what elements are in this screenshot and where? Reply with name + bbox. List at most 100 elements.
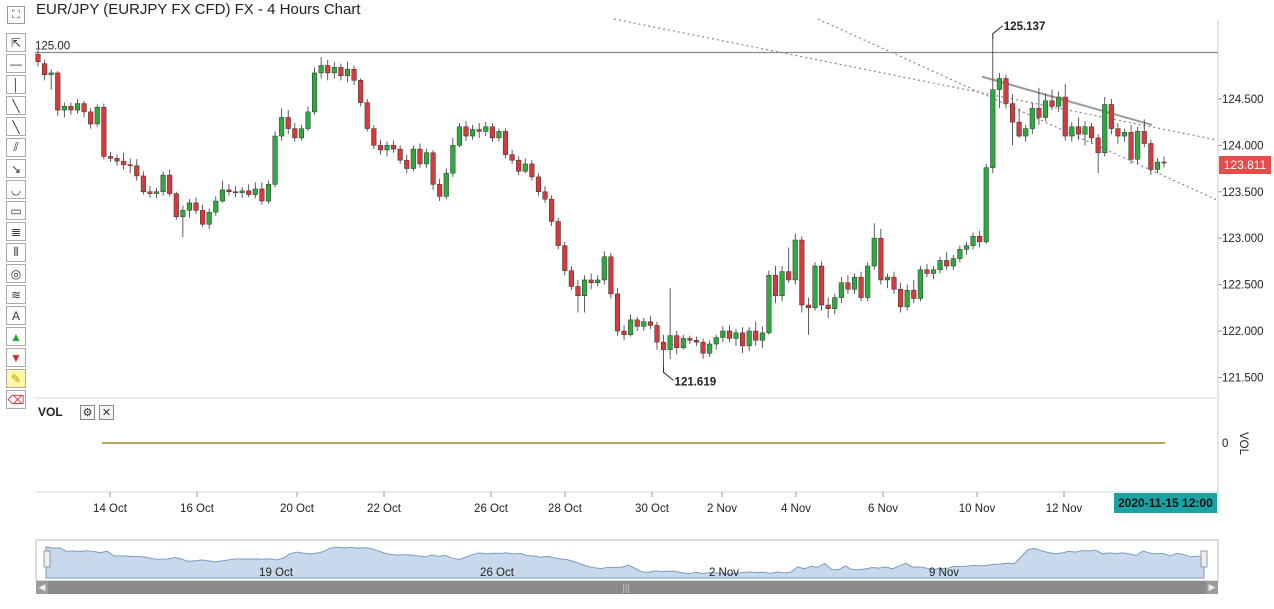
candle-body <box>127 164 133 167</box>
parallel-channel-tool-icon[interactable]: ⫽ <box>6 138 26 157</box>
text-annotation-tool-icon[interactable]: A <box>6 306 26 325</box>
navigator-date-label: 19 Oct <box>259 567 294 579</box>
candle-body <box>884 276 890 281</box>
candle <box>930 266 937 280</box>
arc-tool-icon[interactable]: ◡ <box>6 180 26 199</box>
trendline-tool-icon[interactable]: ╲ <box>6 96 26 115</box>
candle <box>377 139 383 155</box>
candle-body <box>232 191 239 194</box>
candle-body <box>878 237 884 281</box>
candle-body <box>351 68 357 81</box>
candle <box>687 335 693 345</box>
candle-body <box>535 176 541 193</box>
reference-line-125: 125.00 <box>35 40 1218 54</box>
candle <box>898 282 904 313</box>
candle-body <box>305 111 311 129</box>
fibonacci-time-tool-icon[interactable]: ⦀ <box>6 243 26 262</box>
candle-body <box>568 270 574 287</box>
candle-body <box>239 190 245 193</box>
candle-body <box>180 210 186 218</box>
down-arrow-marker-tool-icon[interactable]: ▼ <box>6 348 26 367</box>
candle-body <box>74 103 81 111</box>
fibonacci-circles-tool-icon[interactable]: ◎ <box>6 264 26 283</box>
candle <box>1089 123 1095 144</box>
arrow-line-tool-icon[interactable]: ↘ <box>6 159 26 178</box>
candle <box>200 204 206 228</box>
candle <box>213 196 219 216</box>
up-arrow-marker-tool-icon[interactable]: ▲ <box>6 327 26 346</box>
candle <box>167 169 173 197</box>
scrollbar-grip-icon[interactable]: ||| <box>622 582 630 593</box>
candle-body <box>1108 104 1114 129</box>
candle <box>740 327 746 354</box>
candle-body <box>937 260 943 270</box>
fibonacci-arcs-tool-icon[interactable]: ≋ <box>6 285 26 304</box>
candle-body <box>312 72 318 113</box>
candle-body <box>404 159 410 169</box>
candle <box>450 137 456 177</box>
candle <box>1102 97 1108 157</box>
candle-body <box>779 271 785 296</box>
highlighter-tool-icon[interactable]: ✎ <box>6 369 26 388</box>
candle-body <box>726 330 732 339</box>
candle <box>1016 108 1022 138</box>
vertical-line-tool-icon[interactable]: │ <box>6 75 26 94</box>
candle <box>140 171 146 195</box>
candle-body <box>1075 126 1081 135</box>
candle-body <box>713 337 719 345</box>
candle-body <box>924 269 930 274</box>
reference-line-label: 125.00 <box>35 40 70 52</box>
time-tick-label: 12 Nov <box>1046 503 1083 515</box>
candle <box>772 266 779 304</box>
candle-body <box>213 200 219 213</box>
scroll-left-arrow-icon[interactable]: ◀ <box>36 581 48 594</box>
candle-body <box>812 265 818 309</box>
rectangle-tool-icon[interactable]: ▭ <box>6 201 26 220</box>
candle <box>661 334 667 367</box>
horizontal-line-tool-icon[interactable]: — <box>6 54 26 73</box>
candle <box>121 152 127 170</box>
fullscreen-icon[interactable]: ⛶ <box>7 6 25 24</box>
candle-body <box>608 256 614 295</box>
candle <box>1141 119 1147 148</box>
candle-body <box>628 319 634 335</box>
candle <box>74 98 81 114</box>
navigator-scrollbar[interactable] <box>36 581 1218 594</box>
price-tick-label: 121.500 <box>1222 372 1264 384</box>
candle-body <box>555 221 561 246</box>
scroll-right-arrow-icon[interactable]: ▶ <box>1206 581 1218 594</box>
candle-body <box>911 289 917 299</box>
trendlines <box>613 18 1218 201</box>
candle-body <box>502 131 509 155</box>
candle-body <box>891 276 897 290</box>
candle <box>1036 87 1042 125</box>
candle <box>219 180 225 203</box>
candle <box>581 275 588 313</box>
ray-tool-icon[interactable]: ╲ <box>6 117 26 136</box>
candle <box>713 334 719 350</box>
time-axis-ticks: 14 Oct 16 Oct 20 Oct 22 Oct 26 Oct 28 Oct 30 O… <box>93 492 1082 515</box>
time-tick-label: 2 Nov <box>707 503 737 515</box>
candle-body <box>1154 161 1160 170</box>
eraser-tool-icon[interactable]: ⌫ <box>6 390 26 409</box>
candle-body <box>489 126 495 139</box>
candle-body <box>338 67 344 76</box>
candle <box>292 123 298 142</box>
fibonacci-fan-tool-icon[interactable]: ≣ <box>6 222 26 241</box>
candle <box>647 316 653 330</box>
candle <box>819 261 825 311</box>
cursor-tool-icon[interactable]: ⇱ <box>6 33 26 52</box>
candle-body <box>200 210 206 225</box>
candle <box>516 156 522 176</box>
candle <box>1154 158 1160 174</box>
candle-body <box>898 288 904 308</box>
volume-settings-gear-icon[interactable]: ⚙ <box>80 405 95 420</box>
candle <box>542 186 548 203</box>
candle-body <box>516 159 522 172</box>
candle <box>232 186 239 198</box>
volume-close-icon[interactable]: ✕ <box>99 405 114 420</box>
time-tick-label: 6 Nov <box>868 503 898 515</box>
candle <box>700 338 706 359</box>
candle-body <box>858 276 864 298</box>
